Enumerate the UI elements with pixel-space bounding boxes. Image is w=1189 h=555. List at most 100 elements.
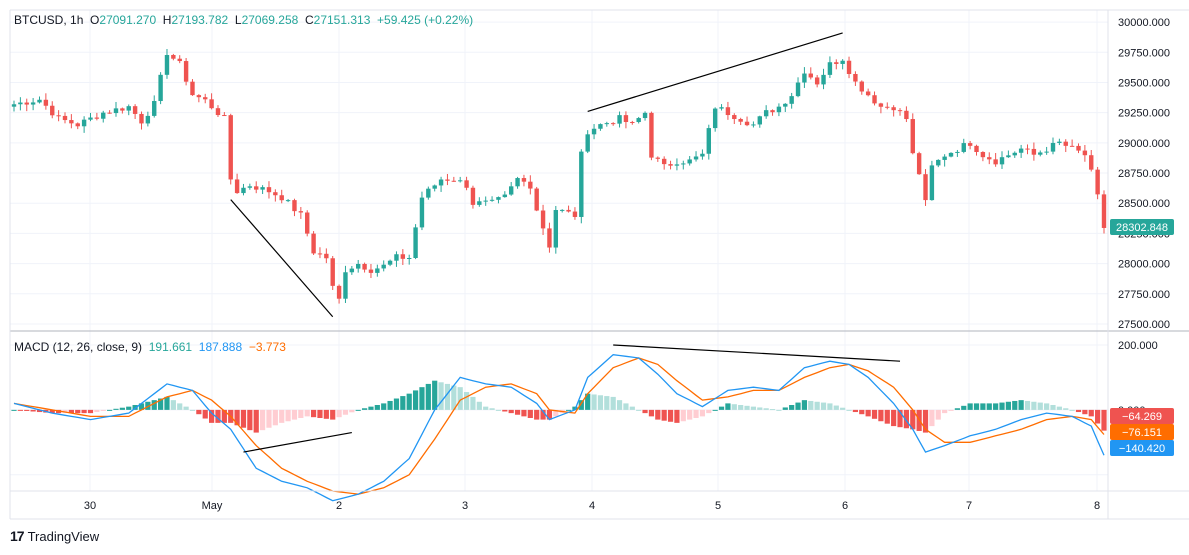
histogram-bar [17,409,23,411]
price-tick-label: 30000.000 [1118,17,1170,29]
candle-body [400,254,406,259]
histogram-bar [374,405,380,410]
price-tick-label: 28000.000 [1118,259,1170,271]
time-tick-label: 6 [842,500,848,512]
histogram-bar [667,409,674,422]
histogram-bar [827,403,833,410]
candle-body [693,156,699,160]
histogram-bar [648,409,655,417]
candle-body [668,164,673,166]
candle-body [164,55,170,75]
time-tick-label: 2 [336,500,342,512]
histogram-bar [967,403,973,410]
histogram-bar [629,406,635,410]
candle-body [62,115,68,121]
histogram-bar [604,396,610,410]
footer-brand[interactable]: 17 TradingView [10,528,99,544]
candle-body [674,164,680,166]
candle-body [375,268,380,273]
histogram-bar [158,398,164,410]
candle-body [158,74,163,102]
candle-body [923,174,928,201]
histogram-bar [935,409,941,420]
histogram-bar [234,409,240,426]
candle-body [94,117,100,119]
histogram-bar [961,405,967,410]
candle-body [1025,148,1030,150]
candle-body [1101,194,1107,228]
histogram-bar [1005,401,1011,410]
histogram-bar [298,409,304,418]
histogram-bar [1044,403,1050,410]
candle-body [451,180,457,182]
candle-body [349,268,355,273]
candle-body [827,62,833,75]
candle-body [356,263,361,269]
candle-body [967,143,973,146]
candle-body [604,123,610,125]
candle-body [489,199,495,201]
candle-body [1089,155,1094,170]
candle-body [279,195,284,201]
histogram-bar [546,409,553,420]
histogram-bar [884,409,890,424]
candle-body [107,112,112,114]
histogram-bar [508,409,514,414]
histogram-bar [1075,409,1082,413]
chart-frame [9,9,1189,520]
candle-body [311,233,316,254]
time-axis[interactable]: 30 May 2 3 4 5 6 7 8 [84,500,1100,512]
candle-body [878,103,884,107]
candle-body [904,110,909,120]
candle-body [1082,150,1088,156]
price-tick-label: 27750.000 [1118,289,1170,301]
candle-body [980,151,986,158]
legend-change: +59.425 (+0.22%) [377,13,474,27]
histogram-bar [336,409,342,418]
candle-body [18,102,23,105]
histogram-bar [897,409,903,428]
histogram-bar [100,409,106,411]
candle-body [961,143,966,152]
histogram-bar [355,409,361,411]
candle-body [528,181,533,189]
candle-body [885,106,890,108]
histogram-bar [323,409,329,419]
candle-body [126,106,131,111]
candle-body [566,209,571,212]
histogram-bar [1012,400,1018,410]
candle-body [732,115,737,120]
histogram-bar [489,408,495,410]
histogram-bar [578,400,584,410]
candle-body [1057,141,1062,143]
histogram-bar [87,409,94,414]
histogram-bar [954,408,960,410]
macd-value-badge: −140.420 [1119,443,1165,455]
histogram-bar [693,409,699,418]
candle-body [445,179,450,181]
candle-body [324,253,329,259]
histogram-bar [330,409,336,420]
histogram-bar [49,409,55,414]
histogram-bar [68,409,74,414]
macd-value-badge-bg [1110,440,1174,456]
price-axis[interactable]: 30000.000 29750.000 29500.000 29250.000 2900… [1118,17,1170,417]
histogram-bar [419,387,425,410]
histogram-bar [942,409,948,414]
histogram-bar [266,409,272,428]
legend-high-label: H [162,13,172,27]
histogram-bar [636,409,642,411]
histogram-bar [699,409,706,417]
histogram-bar [259,409,266,431]
candle-body [814,77,820,85]
histogram-bar [444,383,451,410]
legend-interval: 1h [70,13,84,27]
candle-body [120,108,125,111]
histogram-bar [170,400,176,410]
histogram-bar [412,390,419,410]
histogram-bar [457,387,463,410]
histogram-bar [642,409,648,414]
time-tick-label: 30 [84,500,96,512]
candle-body [113,108,119,114]
